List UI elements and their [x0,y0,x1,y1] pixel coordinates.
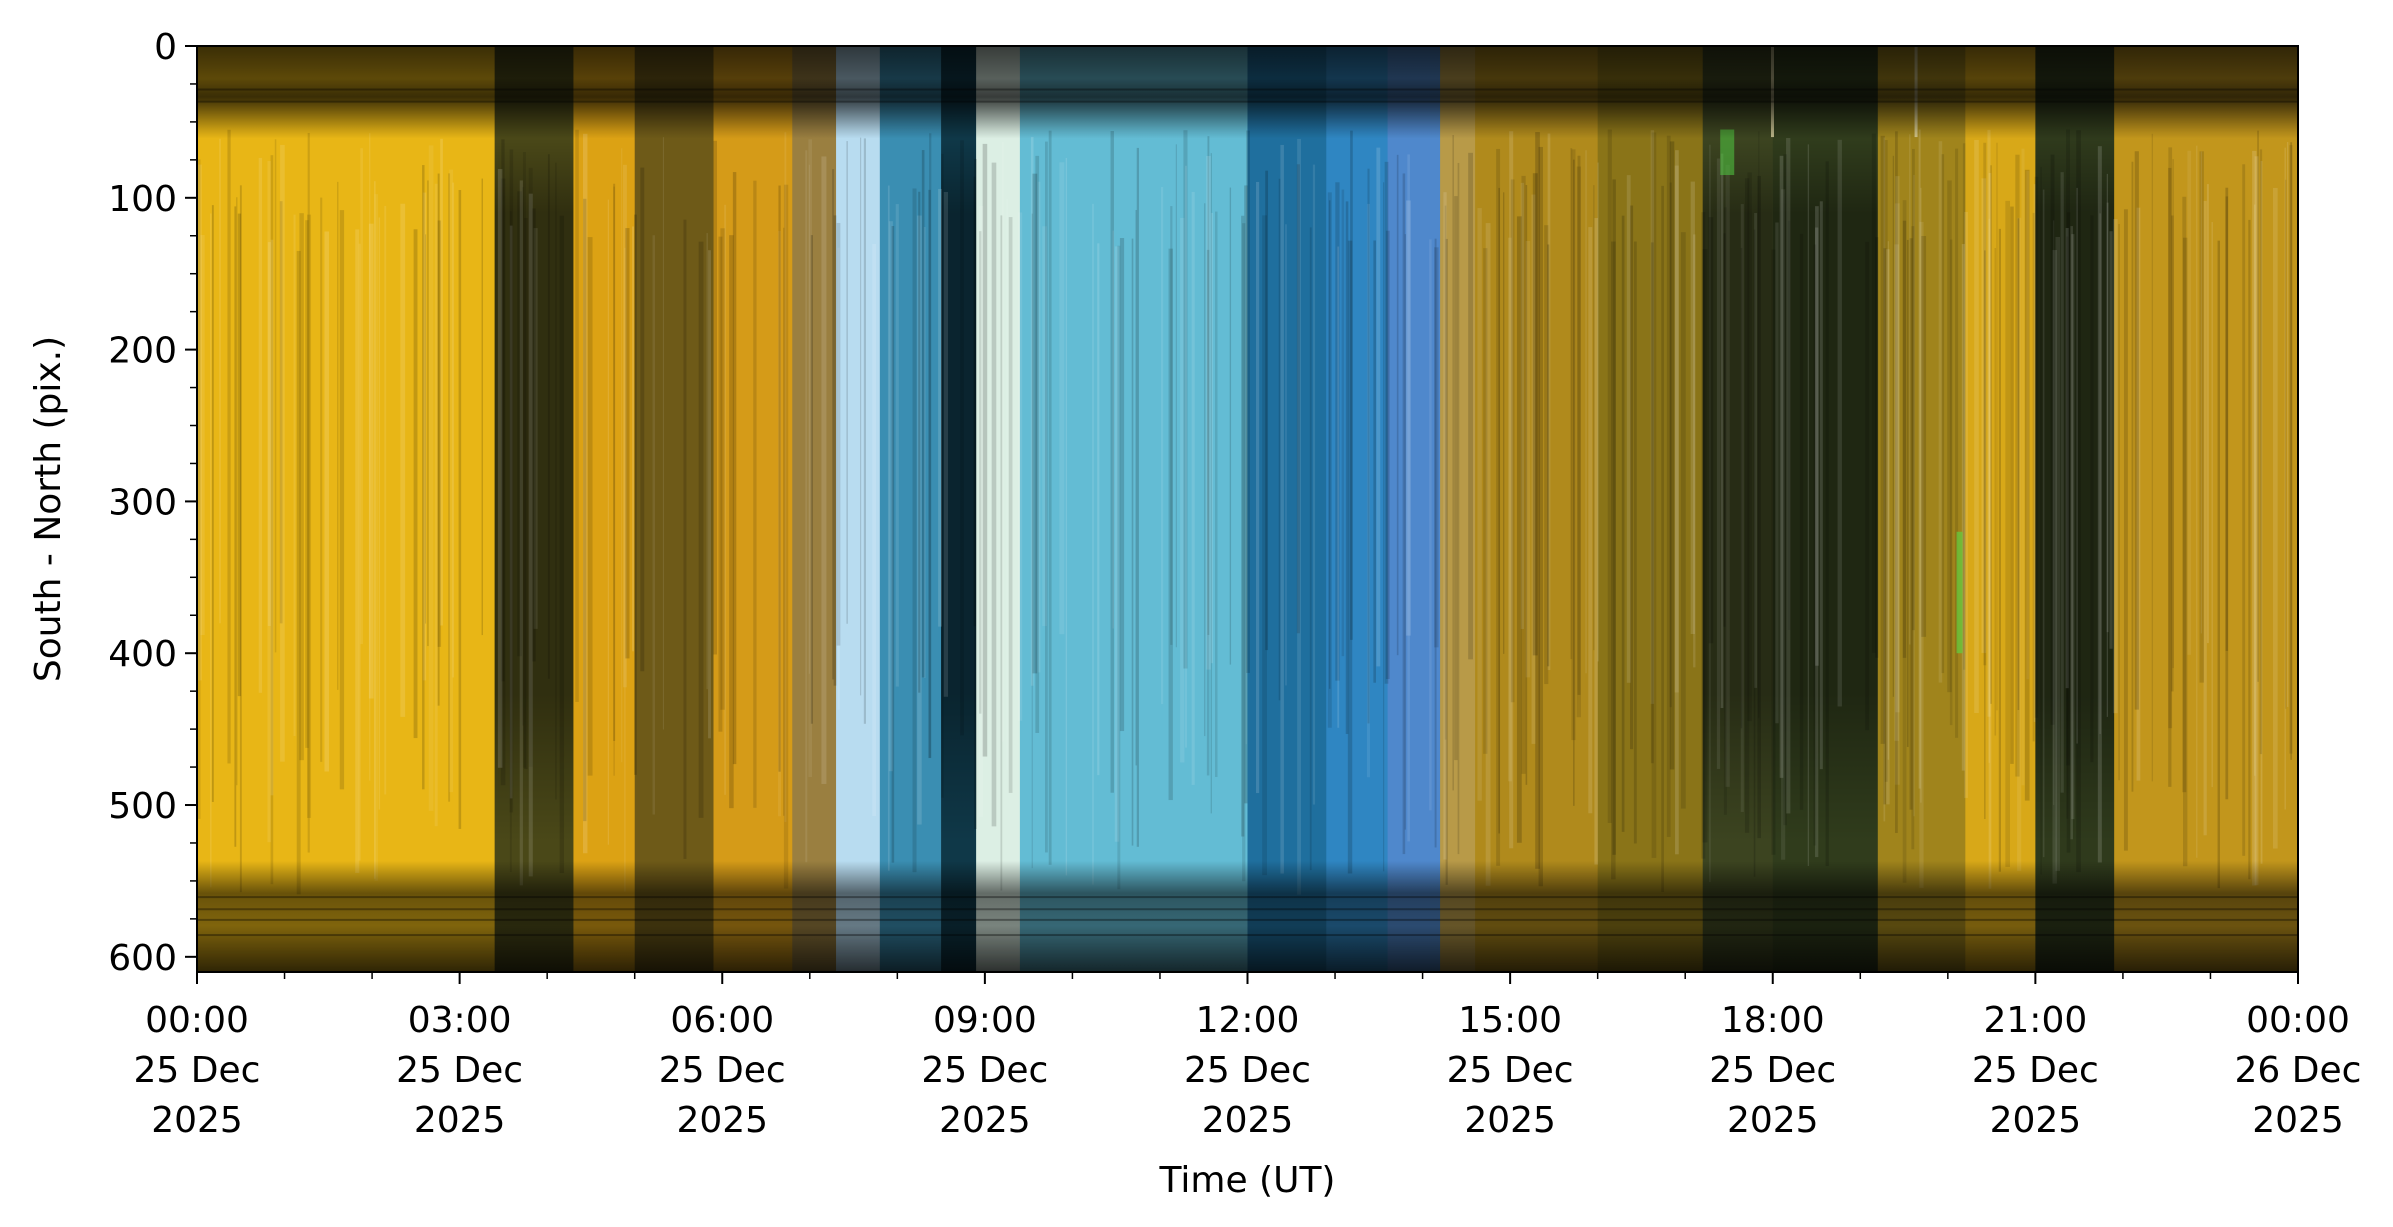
x-tick-label: 2025 [939,1100,1031,1141]
x-tick-label: 25 Dec [1972,1050,2099,1091]
x-tick-label: 09:00 [933,1000,1037,1041]
x-tick-label: 25 Dec [921,1050,1048,1091]
x-tick-label: 25 Dec [134,1050,261,1091]
x-tick-label: 2025 [1202,1100,1294,1141]
x-tick-label: 00:00 [145,1000,249,1041]
x-tick-label: 2025 [1727,1100,1819,1141]
x-tick-label: 25 Dec [1709,1050,1836,1091]
x-tick-label: 2025 [2252,1100,2344,1141]
x-tick-label: 2025 [1464,1100,1556,1141]
y-tick-label: 500 [108,786,177,827]
y-tick-label: 0 [154,27,177,68]
x-tick-label: 18:00 [1721,1000,1825,1041]
x-tick-label: 03:00 [408,1000,512,1041]
x-tick-label: 2025 [1990,1100,2082,1141]
x-tick-label: 15:00 [1458,1000,1562,1041]
y-tick-label: 200 [108,331,177,372]
y-tick-label: 100 [108,179,177,220]
x-tick-label: 06:00 [670,1000,774,1041]
x-tick-label: 2025 [151,1100,243,1141]
x-tick-label: 25 Dec [396,1050,523,1091]
x-tick-label: 00:00 [2246,1000,2350,1041]
x-tick-label: 26 Dec [2235,1050,2362,1091]
y-tick-label: 400 [108,634,177,675]
x-tick-label: 25 Dec [1447,1050,1574,1091]
heatmap-plot-area [197,46,2298,972]
edge-shading [197,46,2298,972]
y-tick-label: 300 [108,482,177,523]
x-axis-label: Time (UT) [1159,1160,1336,1201]
y-tick-label: 600 [108,938,177,979]
x-tick-label: 2025 [414,1100,506,1141]
x-tick-label: 21:00 [1984,1000,2088,1041]
y-axis-ticks: 0 100 200 300 400 500 600 [108,27,197,979]
x-tick-label: 12:00 [1196,1000,1300,1041]
y-axis-label: South - North (pix.) [28,336,69,682]
x-axis-ticks: 00:00 25 Dec 2025 03:00 25 Dec 2025 06:00 25 De… [134,972,2362,1141]
x-tick-label: 25 Dec [1184,1050,1311,1091]
x-tick-label: 2025 [676,1100,768,1141]
x-tick-label: 25 Dec [659,1050,786,1091]
